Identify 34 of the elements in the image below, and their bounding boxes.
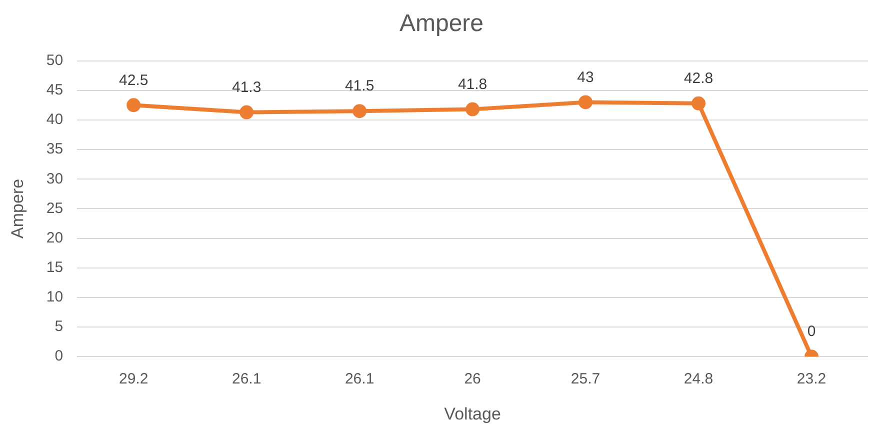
y-tick-label: 0 bbox=[54, 348, 64, 365]
data-label: 41.5 bbox=[344, 78, 374, 95]
y-tick-label: 5 bbox=[54, 318, 64, 336]
y-tick-label: 35 bbox=[46, 140, 64, 158]
point bbox=[352, 104, 367, 118]
data-label: 42.8 bbox=[684, 70, 714, 88]
data-label: 42.5 bbox=[118, 72, 148, 89]
y-tick-label: 50 bbox=[46, 52, 64, 69]
point bbox=[466, 102, 480, 116]
x-tick-label: 26 bbox=[464, 370, 481, 388]
x-tick-label: 23.2 bbox=[796, 370, 826, 388]
y-tick-label: 25 bbox=[46, 200, 64, 217]
chart-title: Ampere bbox=[399, 10, 484, 38]
point bbox=[578, 95, 593, 110]
y-tick-label: 15 bbox=[46, 259, 64, 276]
y-tick-label: 20 bbox=[46, 229, 64, 246]
data-label: 41.3 bbox=[232, 78, 262, 96]
x-tick-label: 25.7 bbox=[570, 370, 600, 388]
y-tick-label: 30 bbox=[46, 170, 64, 188]
y-axis-title: Ampere bbox=[8, 178, 27, 238]
x-tick-label: 24.8 bbox=[684, 370, 714, 388]
point bbox=[126, 98, 141, 112]
data-label: 43 bbox=[577, 68, 594, 86]
x-axis-title: Voltage bbox=[444, 404, 501, 424]
data-label: 41.8 bbox=[458, 76, 488, 93]
x-tick-label: 29.2 bbox=[118, 370, 148, 388]
y-tick-label: 10 bbox=[46, 288, 64, 306]
point bbox=[240, 105, 254, 120]
y-tick-label: 45 bbox=[46, 82, 64, 99]
x-tick-label: 26.1 bbox=[232, 370, 262, 388]
point bbox=[692, 96, 706, 110]
data-label: 0 bbox=[807, 323, 816, 340]
x-tick-label: 26.1 bbox=[344, 370, 374, 388]
y-tick-label: 40 bbox=[46, 111, 64, 128]
